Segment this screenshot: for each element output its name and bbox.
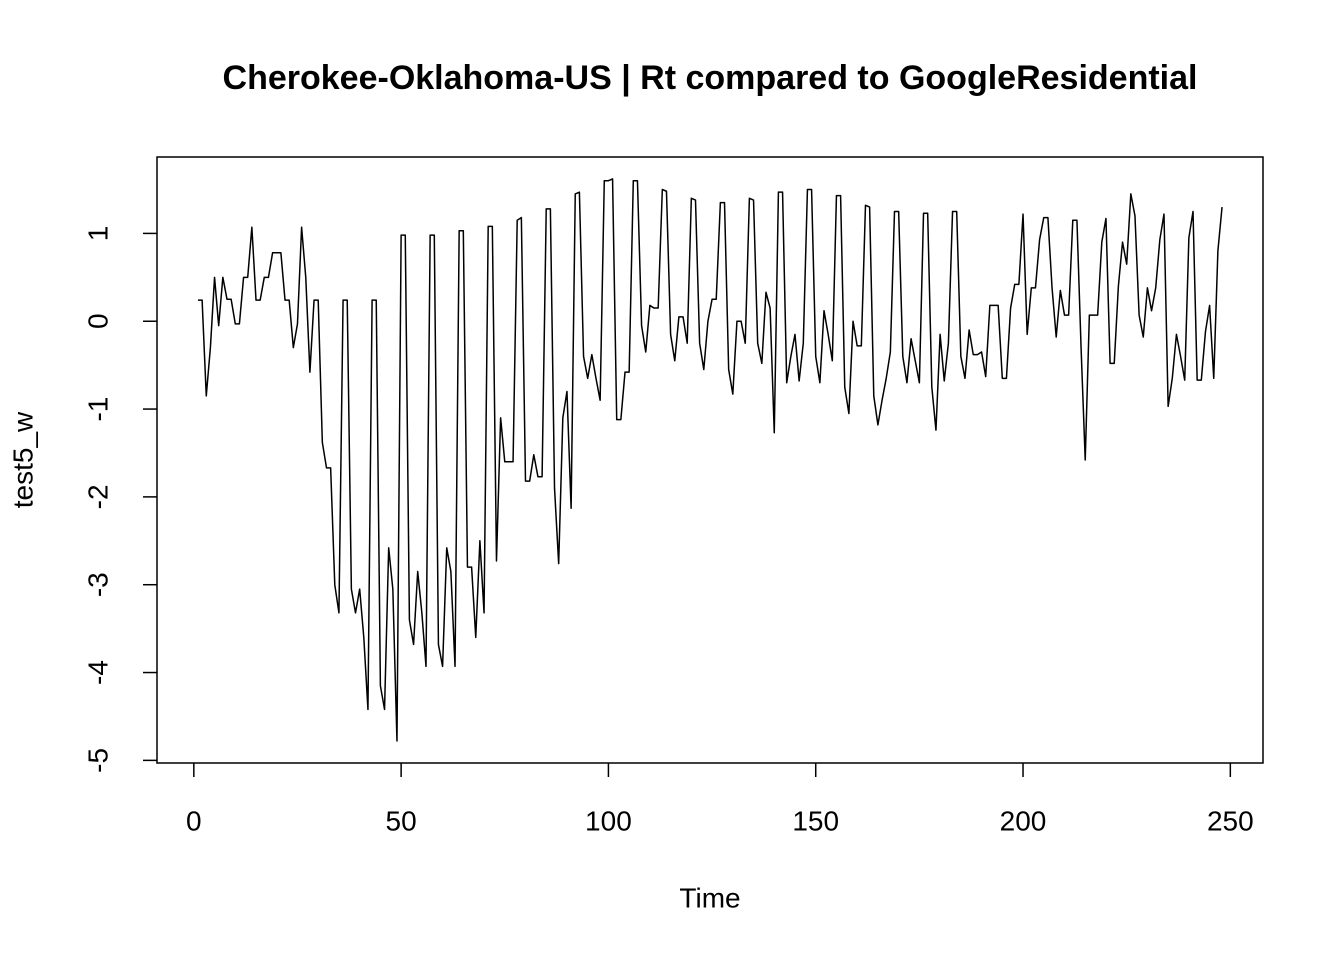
series-line (197, 178, 1223, 742)
x-axis-label: Time (679, 882, 740, 913)
x-tick-label: 250 (1207, 805, 1254, 836)
y-tick-label: -4 (82, 660, 113, 685)
y-tick-label: -1 (82, 397, 113, 422)
chart-title: Cherokee-Oklahoma-US | Rt compared to Go… (223, 59, 1198, 97)
plot-box (156, 156, 1264, 764)
x-tick-label: 100 (585, 805, 632, 836)
y-tick-label: 0 (82, 313, 113, 329)
y-tick-label: 1 (82, 226, 113, 242)
y-tick-label: -3 (82, 572, 113, 597)
x-tick-label: 150 (792, 805, 839, 836)
y-axis-label: test5_w (7, 411, 38, 508)
x-tick-label: 200 (1000, 805, 1047, 836)
x-tick-label: 0 (186, 805, 202, 836)
y-tick-label: -2 (82, 484, 113, 509)
y-tick-label: -5 (82, 748, 113, 773)
x-tick-label: 50 (386, 805, 417, 836)
